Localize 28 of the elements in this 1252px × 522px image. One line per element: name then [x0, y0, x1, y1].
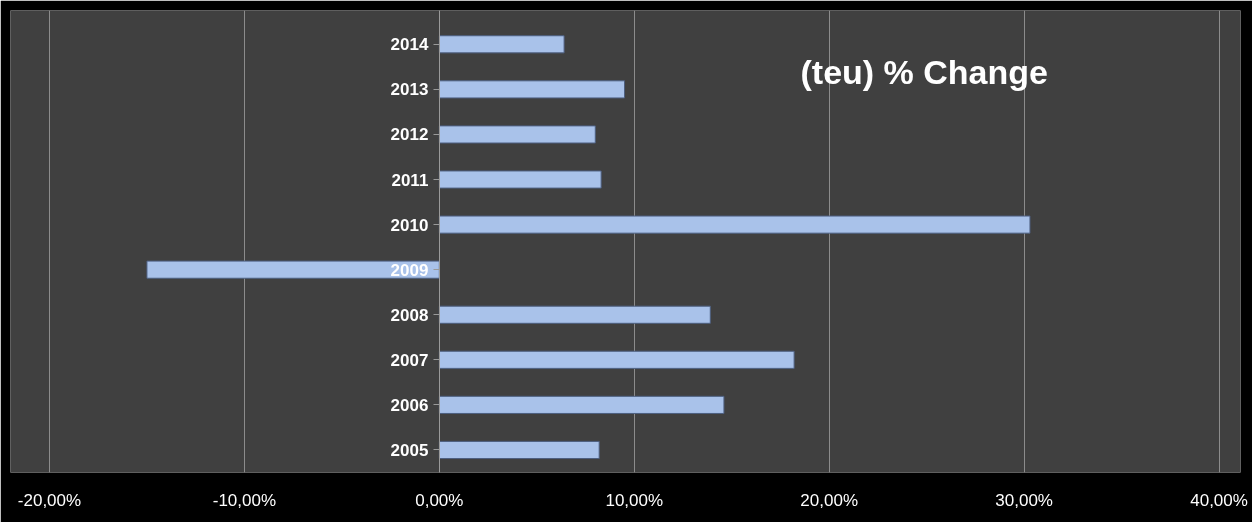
- x-tick-label: 20,00%: [800, 490, 859, 510]
- bar: [438, 125, 596, 144]
- y-tick-label: 2005: [390, 440, 429, 460]
- bar: [438, 80, 626, 99]
- x-tick-label: 0,00%: [415, 490, 464, 510]
- y-tick-label: 2009: [390, 260, 429, 280]
- x-tick-label: 10,00%: [605, 490, 664, 510]
- y-tick-label: 2008: [390, 305, 429, 325]
- y-tick-label: 2010: [390, 215, 429, 235]
- y-tick-label: 2007: [390, 350, 429, 370]
- bar: [438, 350, 795, 369]
- y-tick-label: 2006: [390, 395, 429, 415]
- bar: [438, 170, 602, 189]
- bar: [438, 395, 725, 414]
- x-tick-label: 30,00%: [995, 490, 1053, 510]
- x-tick-label: 40,00%: [1190, 490, 1248, 510]
- bar: [438, 305, 711, 324]
- bar: [438, 215, 1031, 234]
- text: (teu) % Change: [800, 52, 1048, 91]
- bar: [438, 35, 565, 54]
- x-tick-label: -20,00%: [17, 490, 82, 510]
- y-tick-label: 2014: [390, 35, 429, 55]
- x-tick-label: -10,00%: [212, 490, 277, 510]
- y-tick-label: 2011: [391, 170, 429, 190]
- bar: [438, 440, 600, 460]
- y-tick-label: 2012: [390, 125, 429, 145]
- bar: [146, 260, 440, 279]
- y-tick-label: 2013: [390, 80, 429, 100]
